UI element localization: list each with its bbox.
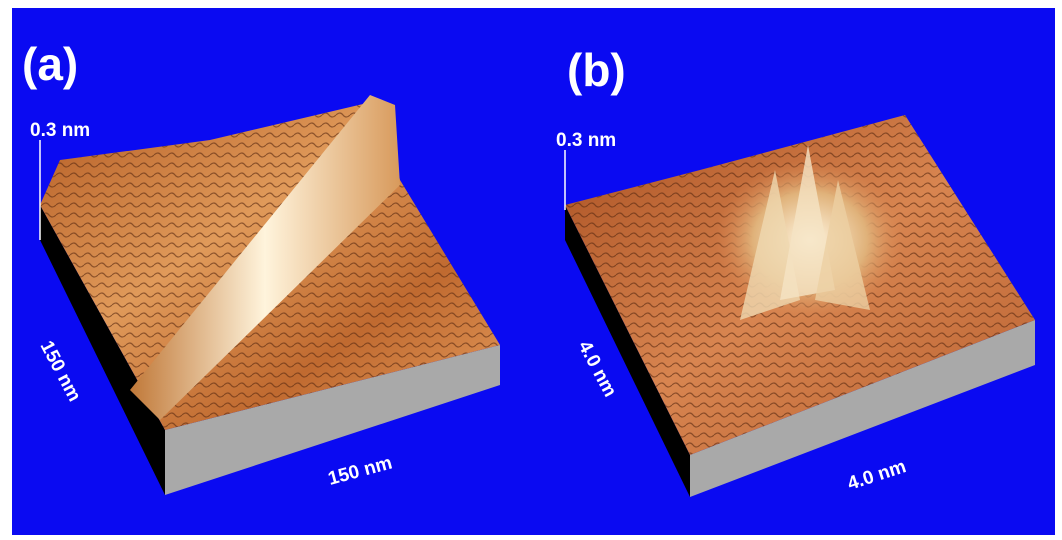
z-scale: 0.3 nm xyxy=(30,120,90,141)
panel-label: (a) xyxy=(22,38,78,90)
panel-label: (b) xyxy=(567,44,626,96)
figure: (a) 0.3 nm 150 nm 150 nm (b) 0.3 nm 4.0 … xyxy=(0,0,1062,540)
z-scale: 0.3 nm xyxy=(556,130,616,151)
page: (a) 0.3 nm 150 nm 150 nm (b) 0.3 nm 4.0 … xyxy=(0,0,1062,540)
